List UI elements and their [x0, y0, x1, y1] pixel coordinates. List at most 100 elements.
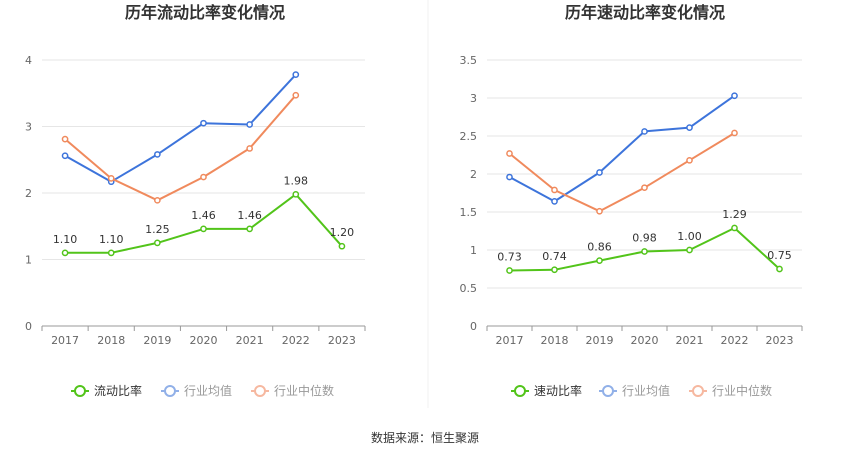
x-tick-label: 2021 — [676, 334, 704, 347]
data-point — [246, 145, 253, 152]
data-point — [246, 121, 253, 128]
y-tick-label: 3 — [25, 121, 32, 134]
data-point — [506, 173, 513, 181]
data-point — [200, 173, 207, 181]
x-tick-label: 2022 — [721, 334, 749, 347]
data-point — [107, 175, 115, 182]
data-label: 0.86 — [587, 241, 612, 254]
data-label: 1.10 — [53, 233, 78, 246]
x-tick-label: 2017 — [51, 334, 79, 347]
data-point — [641, 248, 648, 255]
data-point — [551, 186, 558, 194]
legend-item-1[interactable]: 流动比率 — [71, 383, 142, 398]
y-tick-label: 1.5 — [460, 206, 478, 219]
y-tick-label: 0 — [470, 320, 477, 333]
x-tick-label: 2023 — [766, 334, 794, 347]
legend-circle-icon — [692, 385, 704, 397]
data-point — [246, 225, 253, 233]
x-tick-label: 2019 — [586, 334, 614, 347]
x-tick-label: 2023 — [328, 334, 356, 347]
data-point — [292, 190, 300, 198]
data-point — [731, 224, 738, 232]
data-point — [107, 249, 115, 257]
y-tick-label: 4 — [25, 54, 32, 67]
data-label: 1.46 — [237, 209, 262, 222]
legend-circle-icon — [164, 385, 176, 397]
data-point — [338, 242, 346, 250]
series-line-2 — [64, 73, 297, 183]
legend-item-1[interactable]: 速动比率 — [511, 383, 582, 398]
legend-item-2[interactable]: 行业均值 — [161, 383, 232, 398]
x-tick-label: 2018 — [97, 334, 125, 347]
data-point — [61, 249, 69, 257]
data-label: 1.29 — [722, 208, 747, 221]
data-point — [731, 129, 738, 137]
series-line-3 — [64, 94, 297, 202]
chart-title: 历年流动比率变化情况 — [125, 3, 285, 22]
x-tick-label: 2020 — [631, 334, 659, 347]
data-label: 0.74 — [542, 250, 567, 263]
data-point — [641, 184, 648, 192]
data-point — [292, 91, 300, 99]
x-tick-label: 2022 — [282, 334, 310, 347]
data-point — [154, 196, 161, 204]
data-point — [776, 265, 783, 273]
legend-circle-icon — [254, 385, 266, 397]
legend-circle-icon — [602, 385, 614, 397]
legend-label: 行业中位数 — [274, 383, 334, 398]
y-tick-label: 2 — [470, 168, 477, 181]
y-tick-label: 2 — [25, 187, 32, 200]
data-point — [551, 266, 558, 274]
x-tick-label: 2018 — [541, 334, 569, 347]
x-tick-label: 2019 — [143, 334, 171, 347]
legend-label: 行业中位数 — [712, 383, 772, 398]
data-point — [641, 128, 648, 135]
data-label: 1.20 — [330, 226, 355, 239]
data-label: 1.00 — [677, 230, 702, 243]
legend-circle-icon — [74, 385, 86, 397]
y-tick-label: 1 — [470, 244, 477, 257]
data-point — [61, 135, 69, 143]
data-point — [292, 71, 300, 78]
data-point — [551, 198, 558, 205]
legend-item-3[interactable]: 行业中位数 — [689, 383, 772, 398]
data-point — [506, 150, 513, 157]
legend-label: 速动比率 — [534, 383, 582, 398]
data-label: 0.73 — [497, 251, 522, 264]
data-point — [61, 152, 69, 160]
data-point — [154, 239, 161, 247]
data-source-label: 数据来源：恒生聚源 — [371, 430, 479, 445]
data-label: 0.98 — [632, 232, 657, 245]
data-point — [731, 92, 738, 100]
data-label: 1.25 — [145, 223, 170, 236]
legend-label: 行业均值 — [184, 383, 232, 398]
data-point — [596, 207, 603, 215]
data-point — [200, 119, 207, 127]
chart-panel-2: 历年速动比率变化情况 0 0.5 1 1.5 2 2.5 3 3.5 2017 2018 2019 20… — [460, 3, 803, 398]
legend-label: 行业均值 — [622, 383, 670, 398]
chart-panel-1: 历年流动比率变化情况 0 1 2 3 4 2017 2018 2019 2020 2021 2022 2… — [25, 3, 366, 398]
data-point — [154, 151, 161, 158]
series-line-3 — [508, 132, 736, 213]
series-line-2 — [509, 94, 736, 203]
data-label: 1.46 — [191, 209, 216, 222]
y-tick-label: 2.5 — [460, 130, 478, 143]
legend-label: 流动比率 — [94, 383, 142, 398]
legend-item-2[interactable]: 行业均值 — [599, 383, 670, 398]
legend-item-3[interactable]: 行业中位数 — [251, 383, 334, 398]
y-tick-label: 3 — [470, 92, 477, 105]
y-tick-label: 1 — [25, 254, 32, 267]
data-point — [596, 169, 603, 176]
data-point — [686, 246, 693, 254]
data-point — [686, 156, 693, 164]
chart-title: 历年速动比率变化情况 — [565, 3, 725, 22]
x-tick-label: 2020 — [190, 334, 218, 347]
y-tick-label: 0 — [25, 320, 32, 333]
y-tick-label: 3.5 — [460, 54, 478, 67]
data-label: 0.75 — [767, 249, 792, 262]
data-point — [596, 257, 603, 264]
data-label: 1.10 — [99, 233, 124, 246]
data-label: 1.98 — [284, 174, 309, 187]
